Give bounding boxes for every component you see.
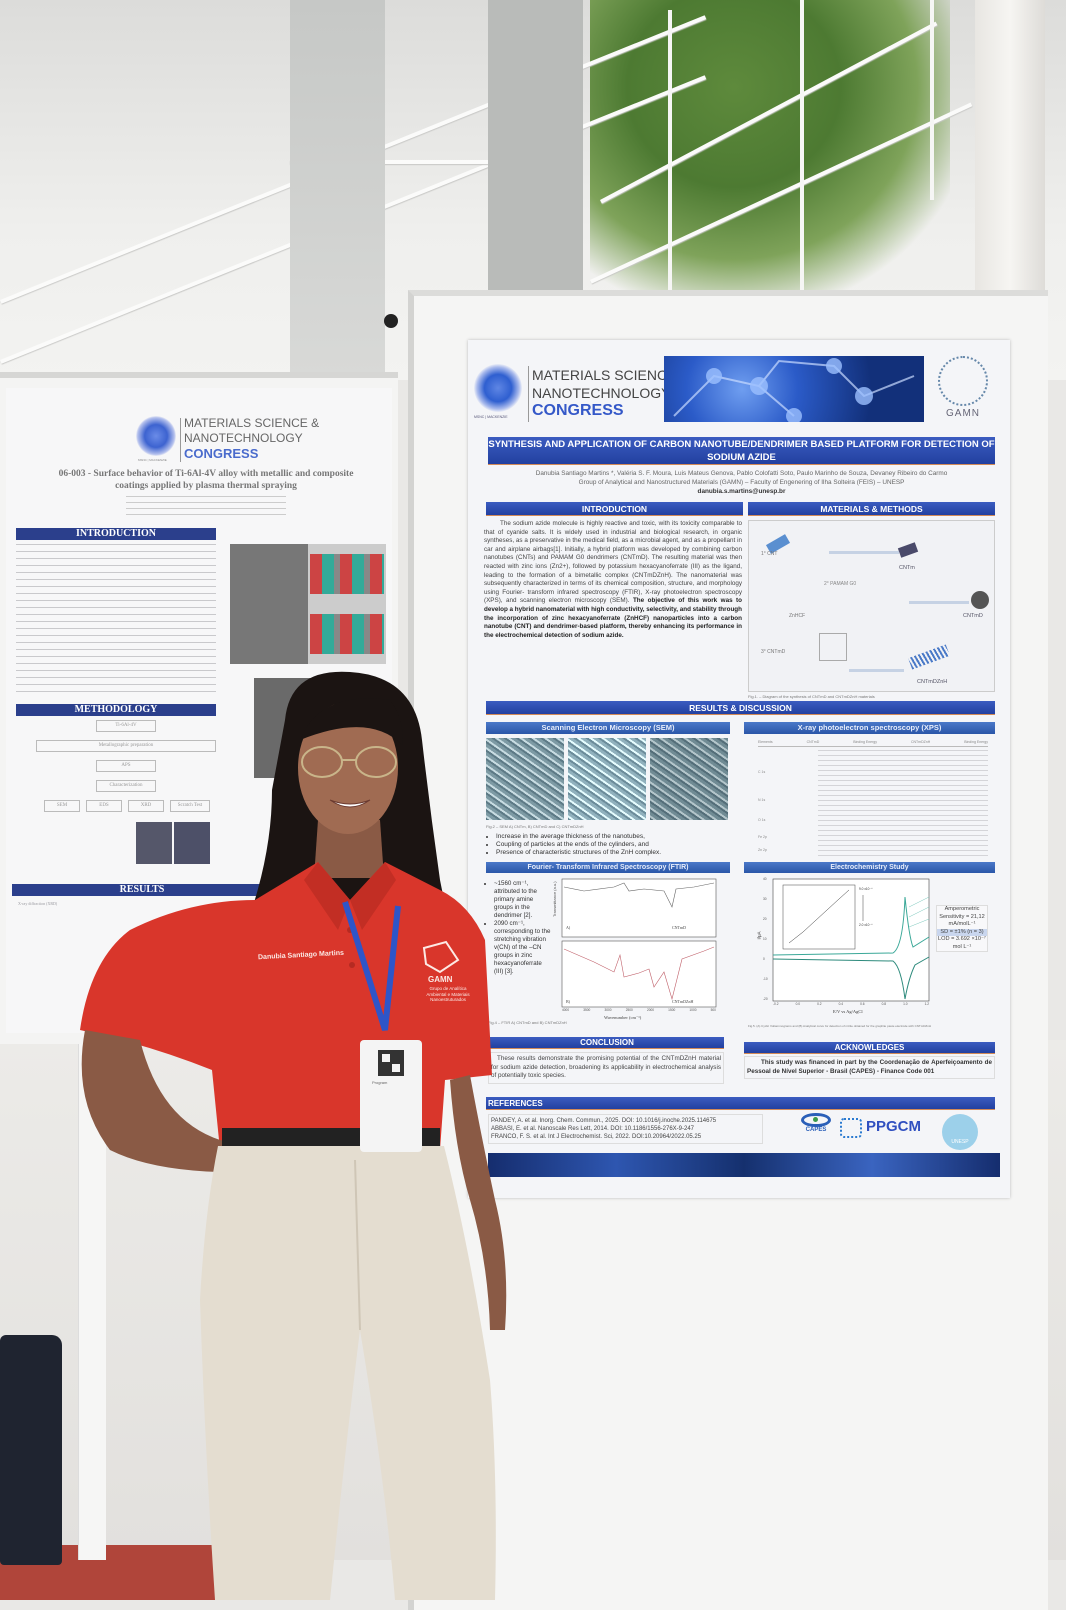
legend-cntmdznh: CNTmDZnH xyxy=(672,999,694,1004)
results-item: X-ray diffraction (XRD) xyxy=(18,901,58,906)
equipment-photo xyxy=(136,822,172,864)
reference-item: ABBASI, E. et al. Nanoscale Res Lett, 20… xyxy=(491,1126,695,1132)
face xyxy=(298,702,398,834)
unesp-logo: UNESP xyxy=(942,1114,978,1150)
congress-name-line1: MATERIALS SCIENCE & xyxy=(532,367,690,383)
ftir-caption: Fig.4 – FTIR A) CNTmD and B) CNTmDZnH xyxy=(488,1020,567,1025)
congress-name-line2: NANOTECHNOLOGY xyxy=(184,431,303,445)
congress-name-line1: MATERIALS SCIENCE & xyxy=(184,416,320,430)
flow-box: XRD xyxy=(128,800,164,812)
ftir-chart: Transmittance (a.u.) A) CNTmD B) CNTmDZn… xyxy=(552,877,718,1023)
sensitivity-box: Amperometric Sensitivity = 21,12 mA/molL… xyxy=(936,905,988,952)
voltammetry-chart: I/μA 40 30 20 10 0 -10 -20 9.0 x10⁻⁴ 2.0 x10⁻⁴… xyxy=(756,877,930,1014)
flow-box: Ti-6Al-4V xyxy=(96,720,156,732)
affiliation: Group of Analytical and Nanostructured M… xyxy=(578,479,905,486)
introduction-heading: INTRODUCTION xyxy=(486,502,743,516)
gamn-logo-icon xyxy=(938,356,988,406)
references-list: PANDEY, A. et al. Inorg. Chem. Commun., … xyxy=(488,1114,763,1144)
congress-name-line3: CONGRESS xyxy=(184,446,259,461)
list-item: 2090 cm⁻¹, corresponding to the stretchi… xyxy=(494,920,552,976)
neck xyxy=(314,820,384,878)
left-arm xyxy=(81,1030,285,1172)
sem-micrographs xyxy=(230,544,386,664)
legend-cntmd: CNTmD xyxy=(672,925,686,930)
ftir-findings-list: ~1560 cm⁻¹, attributed to the primary am… xyxy=(494,880,552,976)
glasses-icon xyxy=(301,746,397,778)
shirt-logo-subtext: Grupo de Analítica Ambiental e Materiais… xyxy=(426,986,470,1002)
flow-box: Metallographic preparation xyxy=(36,740,216,752)
sem-caption: Fig.2 – SEM A) CNTm, B) CNTmD and C) CNT… xyxy=(486,824,584,829)
gamn-logo-text: GAMN xyxy=(946,408,980,419)
references-heading: REFERENCES xyxy=(486,1097,995,1110)
methods-caption: Fig.1. – Diagram of the synthesis of CNT… xyxy=(748,694,875,699)
contact-email: danubia.s.martins@unesp.br xyxy=(697,488,786,495)
right-arm xyxy=(450,1075,507,1330)
flow-box: APS xyxy=(96,760,156,772)
conclusion-heading: CONCLUSION xyxy=(490,1037,724,1049)
list-item: Coupling of particles at the ends of the… xyxy=(496,841,661,849)
beige-pants xyxy=(200,1146,496,1600)
xps-table: Elements CNTmD Binding Energy CNTmDZnH Bindi… xyxy=(758,740,988,858)
electrochemistry-heading: Electrochemistry Study xyxy=(744,862,995,873)
equipment-photo xyxy=(174,822,210,864)
congress-logo-icon xyxy=(474,364,522,412)
reference-item: PANDEY, A. et al. Inorg. Chem. Commun., … xyxy=(491,1118,717,1124)
left-results-heading: RESULTS xyxy=(12,884,272,896)
flow-box: Scratch Test xyxy=(170,800,210,812)
qr-code-icon xyxy=(378,1050,404,1076)
board-clip xyxy=(384,314,398,328)
poster-footer-banner xyxy=(488,1153,1000,1177)
congress-sublabel: MSNC | MACKENZIE xyxy=(138,458,167,462)
authors: Danubia Santiago Martins *, Valéria S. F… xyxy=(535,470,948,477)
id-badge xyxy=(360,1040,422,1152)
left-methodology-heading: METHODOLOGY xyxy=(16,704,216,716)
sem-image-c xyxy=(650,738,728,820)
flow-box: SEM xyxy=(44,800,80,812)
list-item: Presence of characteristic structures of… xyxy=(496,849,661,857)
list-item: Increase in the average thickness of the… xyxy=(496,833,661,841)
badge-label: Program xyxy=(372,1080,388,1085)
left-introduction-heading: INTRODUCTION xyxy=(16,528,216,540)
right-poster: MSNC | MACKENZIE MATERIALS SCIENCE & NAN… xyxy=(468,340,1010,1198)
shirt-logo-text: GAMN xyxy=(428,975,453,984)
flow-box: Characterization xyxy=(96,780,156,792)
list-item: ~1560 cm⁻¹, attributed to the primary am… xyxy=(494,880,552,920)
pillar xyxy=(975,0,1045,300)
congress-name-line2: NANOTECHNOLOGY xyxy=(532,385,671,401)
electrochemistry-caption: Fig.5. (A) Cyclic Voltammograms and (B) … xyxy=(748,1024,932,1028)
nanotube-banner-image xyxy=(664,356,924,422)
flow-box: EDS xyxy=(86,800,122,812)
gamn-shirt-logo-icon xyxy=(422,940,460,974)
bag xyxy=(0,1335,62,1565)
reference-item: FRANCO, F. S. et al. Int J Electrochemis… xyxy=(491,1134,702,1140)
ppgcm-logo-icon xyxy=(840,1118,862,1138)
sem-heading: Scanning Electron Microscopy (SEM) xyxy=(486,722,730,734)
introduction-text: The sodium azide molecule is highly reac… xyxy=(484,520,742,639)
synthesis-diagram: 1° CNT CNTm 2° PAMAM G0 CNTmD ZnHCF 3° C… xyxy=(748,520,995,692)
sem-image-a xyxy=(486,738,564,820)
sem-image-b xyxy=(568,738,646,820)
ppgcm-logo: PPGCM xyxy=(866,1118,922,1135)
poster-title: SYNTHESIS AND APPLICATION OF CARBON NANO… xyxy=(488,437,995,465)
left-poster-title: 06-003 - Surface behavior of Ti-6Al-4V a… xyxy=(58,469,354,491)
capes-logo: CAPES xyxy=(796,1113,836,1133)
congress-sublabel: MSNC | MACKENZIE xyxy=(474,415,508,419)
ftir-heading: Fourier- Transform Infrared Spectroscopy… xyxy=(486,862,730,873)
sem-findings-list: Increase in the average thickness of the… xyxy=(496,833,661,857)
xps-heading: X-ray photoelectron spectroscopy (XPS) xyxy=(744,722,995,734)
acknowledges-text: This study was financed in part by the C… xyxy=(744,1056,995,1080)
acknowledges-heading: ACKNOWLEDGES xyxy=(744,1042,995,1054)
results-heading: RESULTS & DISCUSSION xyxy=(486,701,995,715)
lanyard xyxy=(342,901,401,1031)
congress-name-line3: CONGRESS xyxy=(532,402,624,419)
smile xyxy=(329,799,371,808)
methods-heading: MATERIALS & METHODS xyxy=(748,502,995,516)
congress-logo-icon xyxy=(136,416,176,456)
